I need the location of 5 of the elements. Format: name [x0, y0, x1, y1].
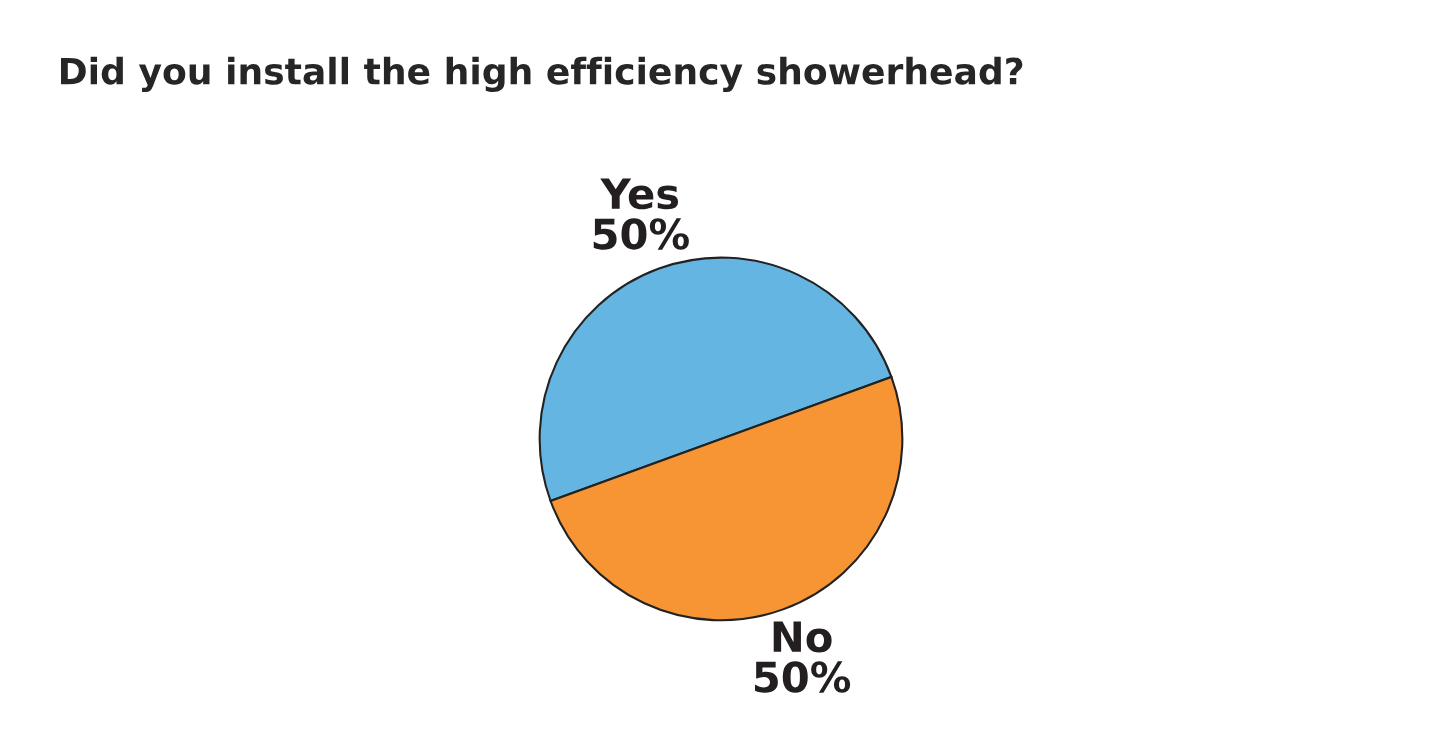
chart-title: Did you install the high efficiency showerhead?: [61, 56, 1023, 93]
slice-label: Yes: [600, 178, 679, 210]
data-label: 50%: [593, 218, 689, 250]
slice-label: No: [773, 621, 832, 653]
data-label: 50%: [754, 661, 851, 693]
